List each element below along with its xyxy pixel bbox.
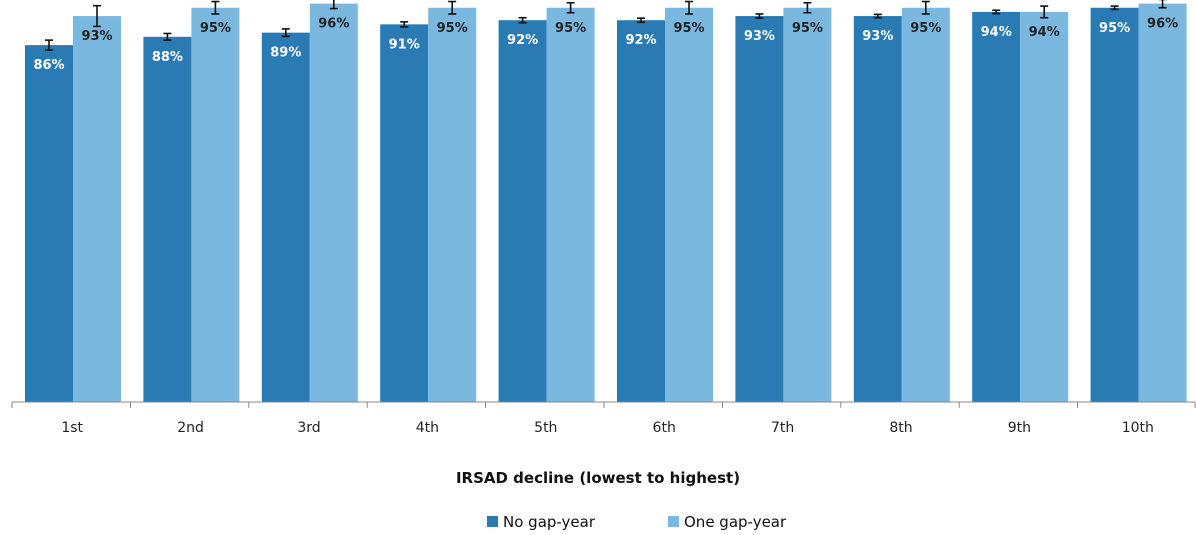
error-bar-one-gap-year-6th (685, 0, 693, 15)
error-bar-one-gap-year-5th (566, 1, 575, 14)
error-bar-one-gap-year-9th (1040, 5, 1049, 19)
x-tick-label-7th: 7th (771, 420, 794, 436)
data-label-one-gap-year-10th: 96% (1147, 17, 1178, 32)
x-tick-label-6th: 6th (653, 420, 676, 436)
error-bar-no-gap-year-6th (637, 17, 645, 24)
legend-swatch (487, 516, 498, 527)
error-bar-no-gap-year-7th (755, 13, 764, 19)
bar-no-gap-year-3rd (261, 32, 310, 403)
bar-no-gap-year-4th (380, 24, 429, 402)
error-bar-no-gap-year-5th (518, 16, 527, 24)
legend-swatch (668, 516, 679, 527)
bar-one-gap-year-3rd (309, 3, 358, 402)
bar-no-gap-year-9th (972, 11, 1021, 403)
legend: No gap-year One gap-year (487, 513, 787, 531)
error-bar-one-gap-year-3rd (329, 0, 338, 10)
error-bar-no-gap-year-4th (400, 21, 409, 28)
bar-one-gap-year-9th (1020, 11, 1069, 403)
bar-one-gap-year-10th (1138, 3, 1187, 402)
data-label-one-gap-year-2nd: 95% (200, 21, 231, 36)
data-label-no-gap-year-5th: 92% (507, 33, 538, 48)
data-label-one-gap-year-1st: 93% (81, 29, 112, 44)
data-label-one-gap-year-9th: 94% (1029, 25, 1060, 40)
data-label-one-gap-year-6th: 95% (673, 21, 704, 36)
x-tick-label-10th: 10th (1122, 420, 1154, 436)
x-tick-label-8th: 8th (889, 420, 912, 436)
data-label-one-gap-year-3rd: 96% (318, 17, 349, 32)
bar-no-gap-year-6th (617, 20, 665, 402)
bar-one-gap-year-7th (783, 7, 832, 402)
error-bar-no-gap-year-3rd (281, 28, 290, 38)
x-tick-label-9th: 9th (1008, 420, 1031, 436)
bar-one-gap-year-8th (901, 7, 950, 402)
error-bar-no-gap-year-1st (45, 39, 53, 51)
data-label-no-gap-year-6th: 92% (625, 33, 656, 48)
error-bar-no-gap-year-10th (1110, 5, 1119, 11)
data-label-no-gap-year-2nd: 88% (152, 50, 183, 65)
bar-no-gap-year-8th (853, 16, 902, 403)
data-label-one-gap-year-7th: 95% (792, 21, 823, 36)
bar-no-gap-year-2nd (143, 36, 192, 403)
error-bar-one-gap-year-8th (921, 0, 930, 15)
bar-one-gap-year-4th (428, 7, 477, 402)
data-label-one-gap-year-8th: 95% (910, 21, 941, 36)
bar-one-gap-year-6th (665, 7, 713, 402)
bar-no-gap-year-1st (25, 45, 73, 402)
x-tick-label-1st: 1st (61, 420, 83, 436)
x-tick-label-4th: 4th (416, 420, 439, 436)
data-label-no-gap-year-3rd: 89% (270, 46, 301, 61)
bars-layer (25, 3, 1187, 403)
x-tick-label-5th: 5th (534, 420, 557, 436)
bar-one-gap-year-1st (73, 16, 121, 403)
legend-label: No gap-year (503, 513, 596, 531)
error-bar-one-gap-year-7th (803, 1, 812, 14)
error-bar-no-gap-year-9th (992, 9, 1001, 15)
bar-no-gap-year-10th (1090, 7, 1139, 402)
error-bar-one-gap-year-1st (93, 4, 101, 28)
error-bar-one-gap-year-10th (1158, 0, 1167, 9)
data-label-no-gap-year-1st: 86% (33, 58, 64, 73)
error-bar-no-gap-year-8th (873, 13, 882, 19)
legend-item-one-gap-year: One gap-year (668, 513, 787, 531)
legend-item-no-gap-year: No gap-year (487, 513, 596, 531)
error-bar-one-gap-year-4th (448, 0, 457, 15)
legend-label: One gap-year (684, 513, 787, 531)
bar-one-gap-year-2nd (191, 7, 240, 402)
data-label-one-gap-year-5th: 95% (555, 21, 586, 36)
data-label-no-gap-year-10th: 95% (1099, 21, 1130, 36)
bar-one-gap-year-5th (546, 7, 595, 402)
x-tick-label-3rd: 3rd (297, 420, 320, 436)
data-label-no-gap-year-9th: 94% (981, 25, 1012, 40)
x-axis-title: IRSAD decline (lowest to highest) (456, 469, 740, 487)
error-bars-layer (45, 0, 1167, 51)
data-label-no-gap-year-8th: 93% (862, 29, 893, 44)
data-label-no-gap-year-4th: 91% (389, 37, 420, 52)
x-tick-label-2nd: 2nd (177, 420, 204, 436)
data-labels-layer: 86% 93% 88% 95% 89% 96% 91% 95% 92% 95% 92% 95% 93% 9… (33, 17, 1178, 73)
error-bar-one-gap-year-2nd (211, 0, 220, 15)
data-label-one-gap-year-4th: 95% (437, 21, 468, 36)
bar-no-gap-year-5th (498, 20, 547, 402)
bar-no-gap-year-7th (735, 16, 784, 403)
data-label-no-gap-year-7th: 93% (744, 29, 775, 44)
error-bar-no-gap-year-2nd (163, 32, 172, 41)
x-axis: 1st 2nd 3rd 4th 5th 6th 7th 8th 9th 10th (11, 401, 1196, 436)
